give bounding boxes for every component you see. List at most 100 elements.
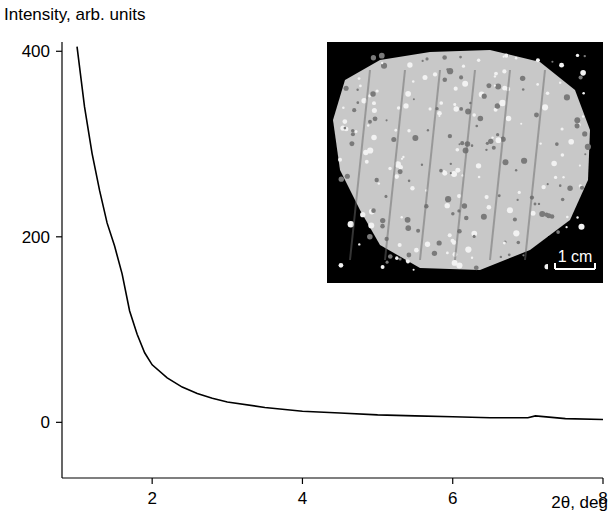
speckle: [378, 182, 380, 184]
speckle: [582, 131, 587, 136]
inset-background: [327, 42, 603, 283]
speckle: [388, 167, 391, 170]
speckle: [339, 263, 344, 268]
speckle: [432, 251, 437, 256]
speckle: [459, 56, 462, 59]
speckle: [416, 229, 420, 233]
speckle: [391, 137, 396, 142]
speckle: [365, 160, 369, 164]
speckle: [534, 113, 539, 118]
speckle: [371, 55, 376, 60]
speckle: [455, 148, 459, 152]
speckle: [344, 86, 349, 91]
speckle: [381, 265, 385, 269]
speckle: [564, 94, 570, 100]
y-tick-label: 0: [41, 413, 50, 432]
x-tick: [152, 478, 153, 484]
speckle: [506, 116, 512, 122]
speckle: [536, 83, 539, 86]
speckle: [398, 243, 402, 247]
speckle: [551, 61, 553, 63]
speckle: [567, 185, 572, 190]
speckle: [394, 129, 397, 132]
speckle: [384, 195, 387, 198]
speckle: [482, 94, 487, 99]
scale-patch: [548, 236, 600, 276]
speckle: [446, 252, 449, 255]
speckle: [539, 211, 545, 217]
x-tick: [302, 478, 303, 484]
stripe: [455, 70, 475, 260]
speckle: [471, 257, 473, 259]
y-tick: [56, 51, 62, 52]
speckle: [496, 137, 502, 143]
speckle: [488, 139, 493, 144]
speckle: [425, 242, 430, 247]
speckle: [338, 158, 342, 162]
speckle: [454, 106, 459, 111]
speckle: [398, 169, 403, 174]
speckle: [344, 127, 347, 130]
x-tick-label: 6: [448, 489, 457, 508]
speckle: [521, 158, 527, 164]
speckle: [453, 103, 456, 106]
speckle: [465, 246, 471, 252]
speckle: [513, 217, 517, 221]
speckle: [502, 69, 506, 73]
speckle: [520, 123, 522, 125]
speckle: [575, 123, 580, 128]
speckle: [516, 199, 518, 201]
speckle: [494, 72, 498, 76]
speckle: [380, 224, 385, 229]
speckle: [413, 98, 415, 100]
speckle: [359, 85, 362, 88]
speckle: [518, 191, 521, 194]
speckle: [344, 127, 349, 132]
speckle: [491, 136, 493, 138]
speckle: [442, 171, 447, 176]
speckle: [410, 186, 414, 190]
speckle: [367, 234, 373, 240]
speckle: [495, 103, 500, 108]
speckle: [568, 139, 574, 145]
speckle: [368, 120, 372, 124]
speckle: [485, 149, 487, 151]
speckle: [541, 185, 545, 189]
speckle: [349, 141, 354, 146]
speckle: [422, 75, 427, 80]
scale-bar: [555, 268, 595, 270]
speckle: [351, 129, 355, 133]
speckle: [503, 159, 509, 165]
speckle: [559, 63, 564, 68]
speckle: [522, 254, 524, 256]
speckle: [472, 113, 476, 117]
y-axis-title: Intensity, arb. units: [4, 5, 145, 24]
speckle: [551, 161, 557, 167]
speckle: [554, 176, 557, 179]
stripe: [525, 70, 545, 260]
speckle: [530, 211, 535, 216]
speckle: [342, 106, 345, 109]
speckle: [546, 92, 550, 96]
speckle: [478, 176, 481, 179]
speckle: [561, 153, 565, 157]
stripe: [385, 70, 405, 260]
speckle: [496, 133, 499, 136]
speckle: [546, 213, 551, 218]
speckle: [580, 186, 584, 190]
x-tick: [452, 478, 453, 484]
speckle: [407, 129, 410, 132]
speckle: [517, 241, 521, 245]
speckle: [473, 235, 476, 238]
speckle: [456, 263, 462, 269]
speckle: [371, 135, 376, 140]
speckle: [520, 76, 525, 81]
speckle: [447, 68, 453, 74]
speckle: [446, 68, 448, 70]
scale-bar-end: [554, 263, 556, 269]
speckle: [502, 86, 507, 91]
speckle: [547, 183, 549, 185]
speckle: [433, 72, 437, 76]
speckle: [358, 243, 360, 245]
stripe: [350, 70, 370, 260]
